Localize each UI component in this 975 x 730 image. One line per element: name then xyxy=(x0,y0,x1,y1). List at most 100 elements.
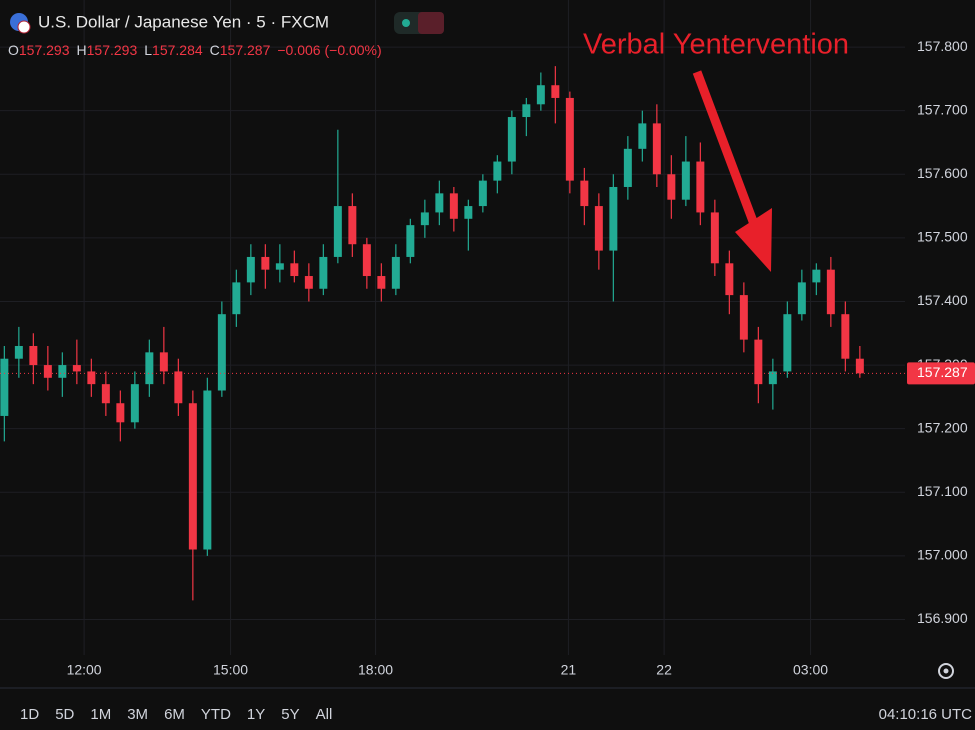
ohlc-value: 157.293 xyxy=(87,42,138,58)
candle-body xyxy=(594,206,603,251)
ohlc-value: 157.287 xyxy=(220,42,271,58)
flag-icon xyxy=(17,20,31,34)
y-tick-label: 157.200 xyxy=(917,419,968,435)
candle-body xyxy=(493,161,502,181)
candle-body xyxy=(464,206,473,219)
candle-body xyxy=(551,85,560,98)
range-button[interactable]: 5D xyxy=(55,706,74,723)
candle-body xyxy=(174,371,183,404)
settings-icon[interactable] xyxy=(943,668,949,674)
candle-body xyxy=(739,295,748,340)
candle-body xyxy=(435,193,444,213)
candle-body xyxy=(478,180,487,207)
range-button[interactable]: YTD xyxy=(201,706,231,723)
candle-body xyxy=(246,256,255,283)
ohlc-label: L xyxy=(144,42,152,58)
x-tick-label: 22 xyxy=(656,662,672,678)
y-tick-label: 157.800 xyxy=(917,38,968,54)
candle-body xyxy=(188,403,197,550)
candle-body xyxy=(507,117,516,162)
ohlc-value: 157.284 xyxy=(152,42,203,58)
y-tick-label: 157.100 xyxy=(917,483,968,499)
candle-body xyxy=(406,225,415,257)
candle-body xyxy=(275,263,284,270)
candle-body xyxy=(232,282,241,315)
range-button[interactable]: 1M xyxy=(90,706,111,723)
candle-body xyxy=(841,314,850,359)
candle-body xyxy=(14,345,23,359)
candle-body xyxy=(391,256,400,289)
x-tick-label: 15:00 xyxy=(213,662,248,678)
ohlc-label: H xyxy=(77,42,87,58)
candle-body xyxy=(667,174,676,200)
candle-body xyxy=(43,365,52,378)
candle-body xyxy=(29,345,38,366)
range-button[interactable]: 1D xyxy=(20,706,39,723)
candle-body xyxy=(87,371,96,385)
y-tick-label: 157.000 xyxy=(917,547,968,563)
candle-body xyxy=(319,256,328,289)
ohlc-line: O157.293 H157.293 L157.284 C157.287 −0.006 (… xyxy=(8,42,382,58)
symbol-title: U.S. Dollar / Japanese Yen · 5 · FXCM xyxy=(38,12,329,31)
candle-body xyxy=(710,212,719,264)
range-bar: 1D 5D 1M 3M 6M YTD 1Y 5Y All xyxy=(20,706,332,723)
ohlc-change: −0.006 (−0.00%) xyxy=(277,42,381,58)
candle-body xyxy=(696,161,705,213)
clock: 04:10:16 UTC xyxy=(879,706,973,723)
candle-body xyxy=(855,358,864,374)
x-tick-label: 03:00 xyxy=(793,662,828,678)
candle-body xyxy=(449,193,458,219)
range-button[interactable]: 1Y xyxy=(247,706,265,723)
candle-body xyxy=(377,276,386,289)
y-tick-label: 157.600 xyxy=(917,165,968,181)
y-tick-label: 157.700 xyxy=(917,101,968,117)
range-button[interactable]: 6M xyxy=(164,706,185,723)
range-button[interactable]: All xyxy=(316,706,333,723)
candle-body xyxy=(797,282,806,315)
y-tick-label: 157.500 xyxy=(917,229,968,245)
ohlc-value: 157.293 xyxy=(19,42,70,58)
y-tick-label: 157.400 xyxy=(917,292,968,308)
candle-body xyxy=(565,97,574,181)
candle-body xyxy=(725,263,734,296)
candle-body xyxy=(72,365,81,372)
candle-body xyxy=(522,104,531,118)
last-price-label: 157.287 xyxy=(917,364,968,380)
candle-body xyxy=(536,85,545,105)
candle-body xyxy=(333,206,342,257)
ohlc-label: O xyxy=(8,42,19,58)
range-button[interactable]: 5Y xyxy=(281,706,299,723)
candle-body xyxy=(348,206,357,245)
candle-body xyxy=(826,269,835,315)
candle-body xyxy=(116,403,125,423)
candle-body xyxy=(0,358,9,416)
candle-body xyxy=(290,263,299,277)
annotation-arrowhead xyxy=(735,208,772,272)
candle-body xyxy=(130,384,139,423)
candle-body xyxy=(304,276,313,289)
candle-body xyxy=(217,314,226,391)
candle-body xyxy=(159,352,168,372)
annotation: Verbal Yentervention xyxy=(583,29,849,61)
last-price-tag xyxy=(907,362,975,385)
status-dot xyxy=(402,19,410,27)
x-tick-label: 18:00 xyxy=(358,662,393,678)
candle-body xyxy=(362,244,371,277)
candle-body xyxy=(652,123,661,175)
candle-body xyxy=(681,161,690,200)
ohlc-label: C xyxy=(210,42,220,58)
plot xyxy=(0,0,905,655)
y-tick-label: 156.900 xyxy=(917,610,968,626)
candle-body xyxy=(203,390,212,550)
candle-body xyxy=(754,339,763,385)
candle-body xyxy=(623,148,632,187)
candle-body xyxy=(58,365,67,378)
status-pill xyxy=(418,12,444,34)
candle-body xyxy=(812,269,821,283)
range-button[interactable]: 3M xyxy=(127,706,148,723)
x-tick-label: 12:00 xyxy=(67,662,102,678)
candle-body xyxy=(261,256,270,270)
settings-icon[interactable] xyxy=(938,663,954,679)
candle-body xyxy=(609,186,618,251)
annotation-arrow xyxy=(692,70,762,234)
